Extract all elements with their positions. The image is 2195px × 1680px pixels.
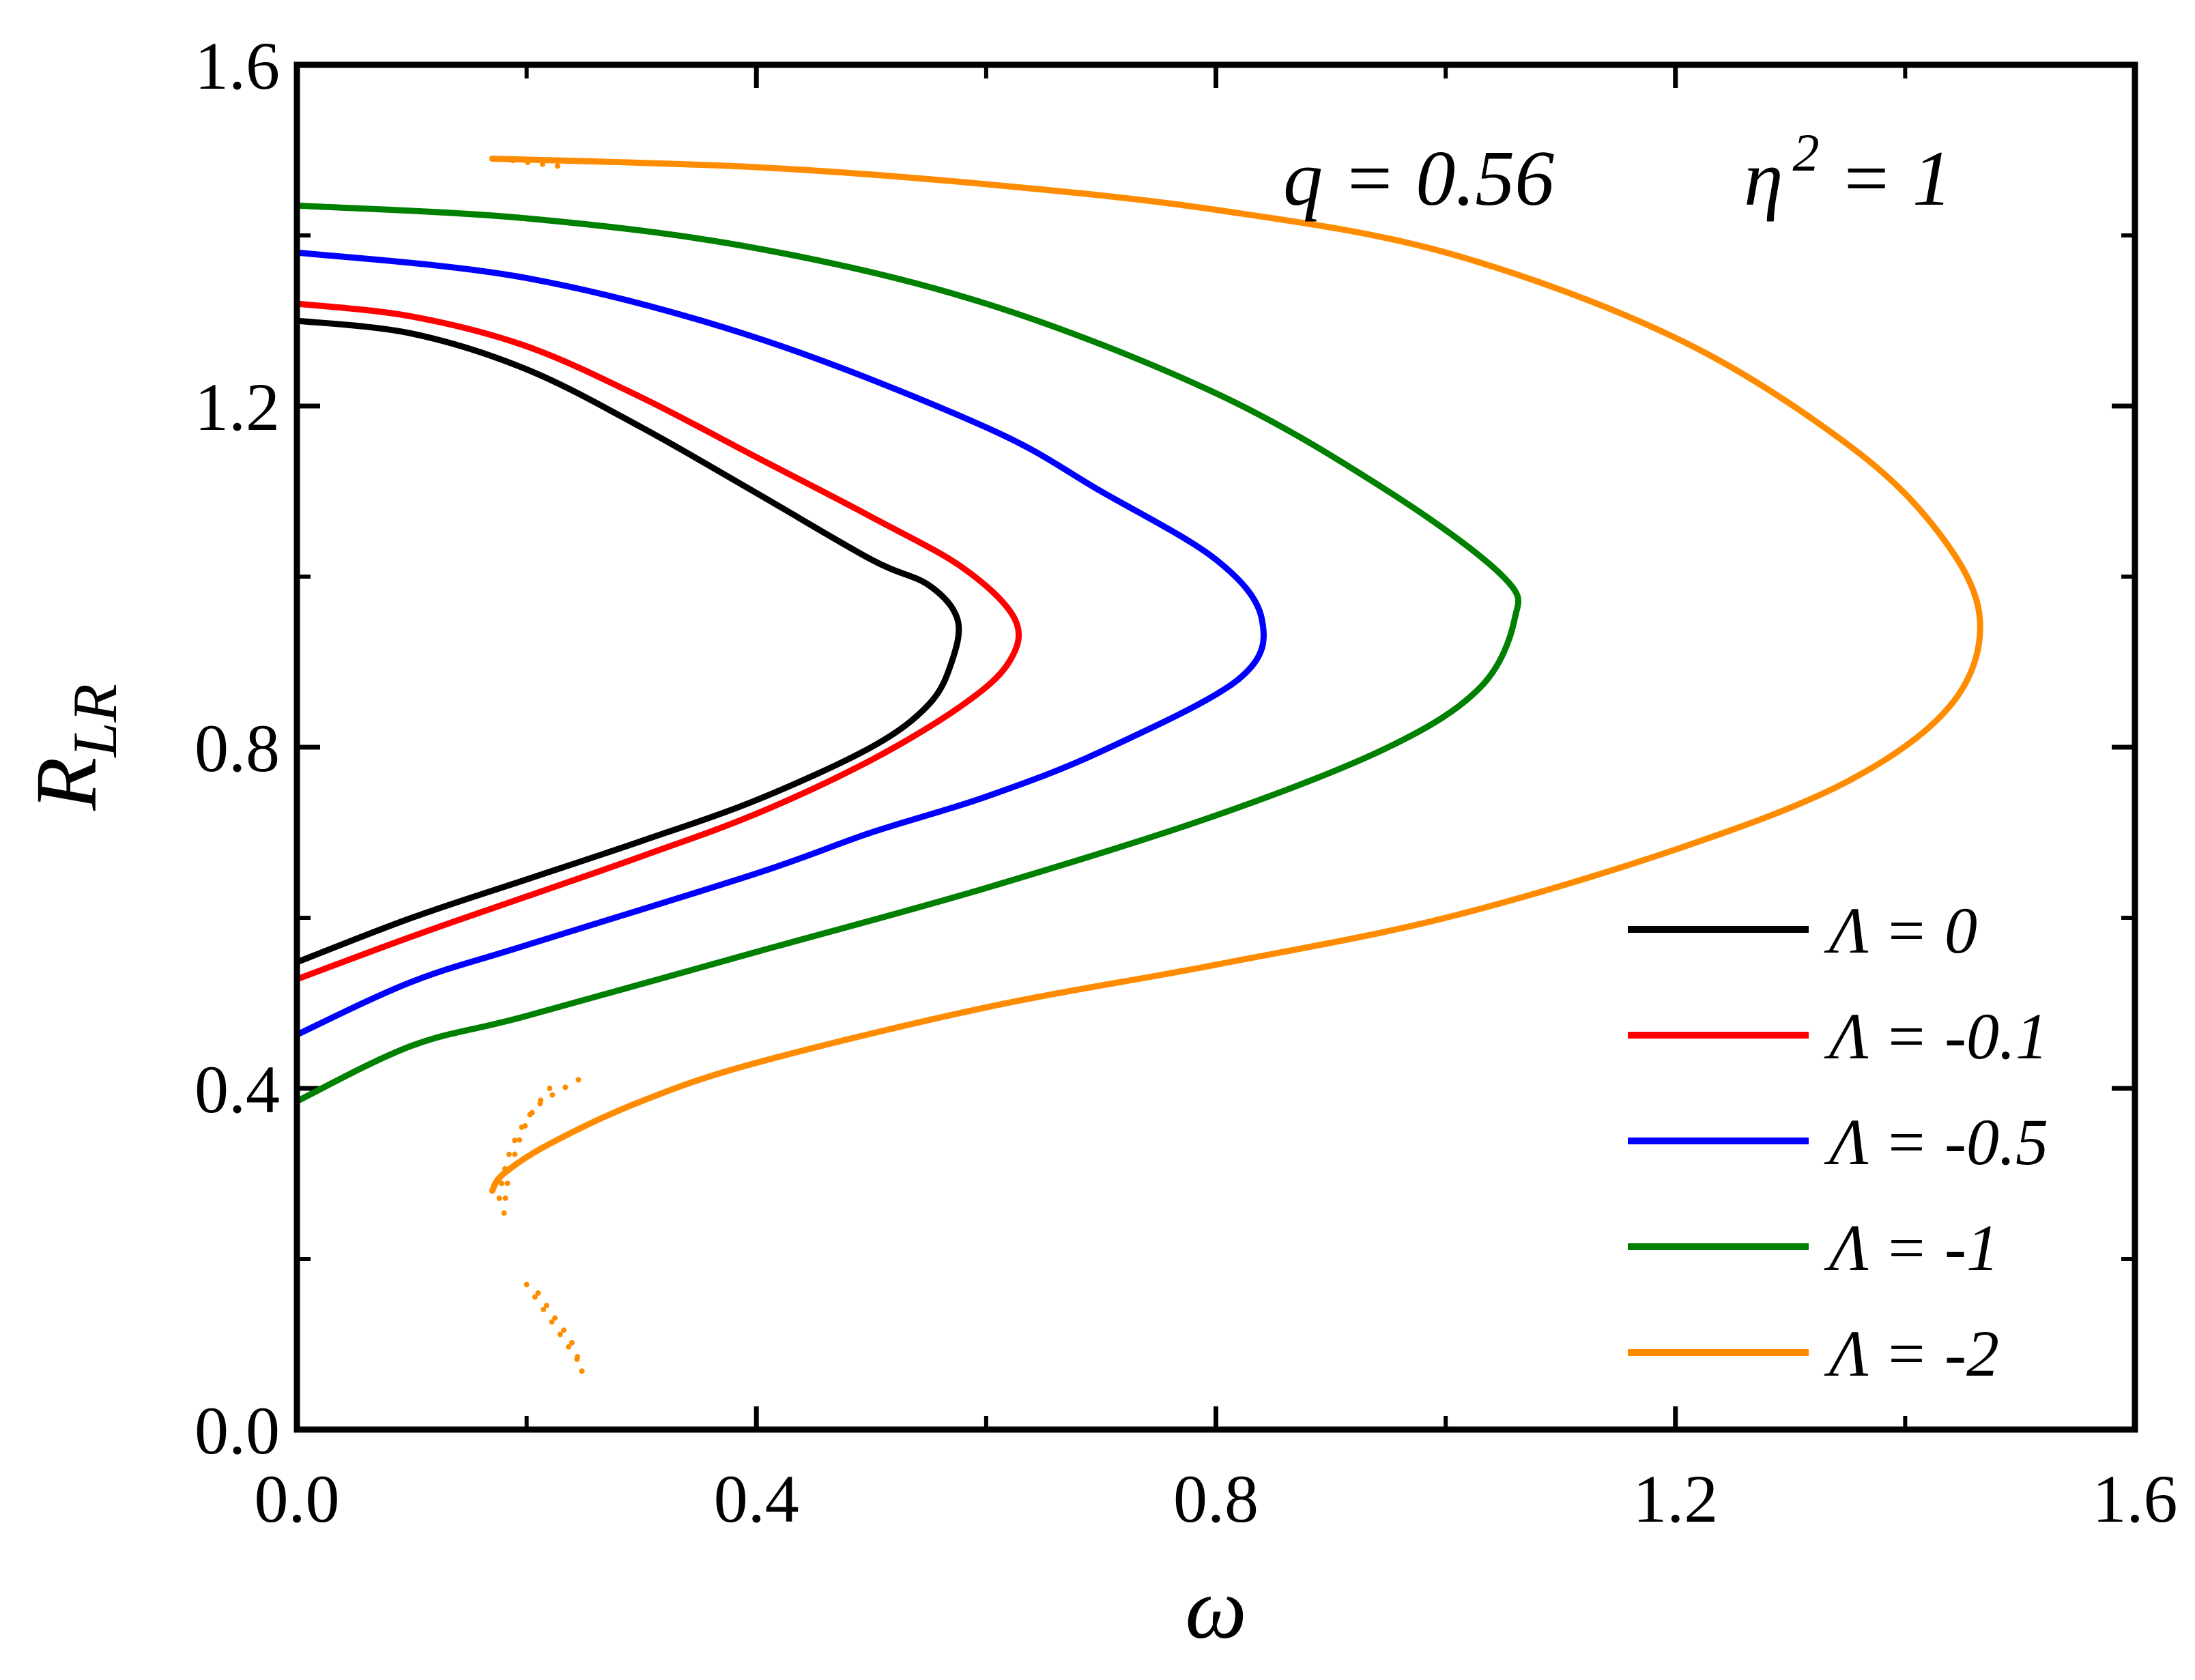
series-line-0: [293, 317, 962, 966]
legend-item: Λ = 0: [1628, 894, 1977, 967]
legend-label: Λ = -0.5: [1824, 1105, 2048, 1178]
series-dotted-branch: [535, 1290, 587, 1381]
y-tick-label: 1.6: [195, 28, 280, 104]
series-dotted-branch: [523, 1281, 582, 1364]
annotation-q: q = 0.56: [1283, 135, 1554, 222]
x-tick-label: 1.2: [1633, 1461, 1718, 1537]
y-axis-title-subscript: LR: [60, 684, 130, 758]
y-tick-label: 0.0: [195, 1393, 280, 1468]
axis-tick-labels: 0.0 0.4 0.8 1.2 1.6 0.0 0.4 0.8 1.2 1.6: [195, 28, 2178, 1537]
legend-item: Λ = -2: [1628, 1317, 1999, 1390]
series-dotted-branch: [501, 1086, 553, 1219]
series-line-2: [293, 249, 1267, 1038]
y-axis-title-main: R: [18, 757, 115, 811]
annotation-eta-rest: = 1: [1820, 135, 1952, 222]
series-line-4: [489, 156, 1983, 1194]
annotation-eta-exponent: 2: [1793, 123, 1820, 182]
x-tick-label: 0.0: [255, 1461, 340, 1537]
plot-frame: [293, 61, 2138, 1433]
y-tick-label: 1.2: [195, 369, 280, 445]
series-line-1: [293, 300, 1022, 983]
y-axis-title: RLR: [18, 684, 130, 811]
legend: Λ = 0 Λ = -0.1 Λ = -0.5 Λ = -1 Λ = -2: [1628, 894, 2048, 1390]
y-tick-label: 0.8: [195, 710, 280, 786]
legend-label: Λ = -0.1: [1824, 1000, 2048, 1073]
legend-item: Λ = -0.1: [1628, 1000, 2048, 1073]
legend-item: Λ = -1: [1628, 1211, 1999, 1284]
x-tick-label: 1.6: [2093, 1461, 2178, 1537]
series-line-3: [293, 202, 1522, 1105]
y-tick-label: 0.4: [195, 1052, 280, 1127]
x-tick-label: 0.8: [1173, 1461, 1259, 1537]
annotation-eta-base: η: [1744, 135, 1783, 222]
legend-item: Λ = -0.5: [1628, 1105, 2048, 1178]
x-axis-title: ω: [1185, 1560, 1246, 1657]
series-layer: [293, 156, 1983, 1381]
legend-label: Λ = 0: [1824, 894, 1977, 967]
x-tick-label: 0.4: [714, 1461, 799, 1537]
legend-label: Λ = -1: [1824, 1211, 1999, 1284]
legend-label: Λ = -2: [1824, 1317, 1999, 1390]
series-dotted-branch: [495, 1077, 582, 1211]
